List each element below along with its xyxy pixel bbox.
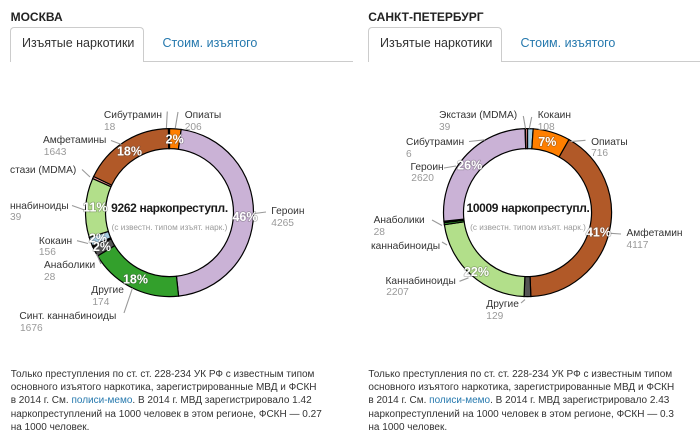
svg-text:18%: 18% — [123, 273, 148, 287]
svg-text:2%: 2% — [166, 133, 184, 147]
svg-text:46%: 46% — [232, 210, 257, 224]
svg-text:2%: 2% — [93, 240, 111, 254]
svg-text:11%: 11% — [83, 201, 107, 215]
svg-text:22%: 22% — [464, 265, 489, 279]
svg-text:2%: 2% — [89, 232, 107, 246]
svg-text:41%: 41% — [586, 225, 611, 239]
svg-text:7%: 7% — [538, 135, 556, 149]
svg-text:26%: 26% — [457, 158, 482, 172]
svg-text:18%: 18% — [117, 145, 142, 159]
